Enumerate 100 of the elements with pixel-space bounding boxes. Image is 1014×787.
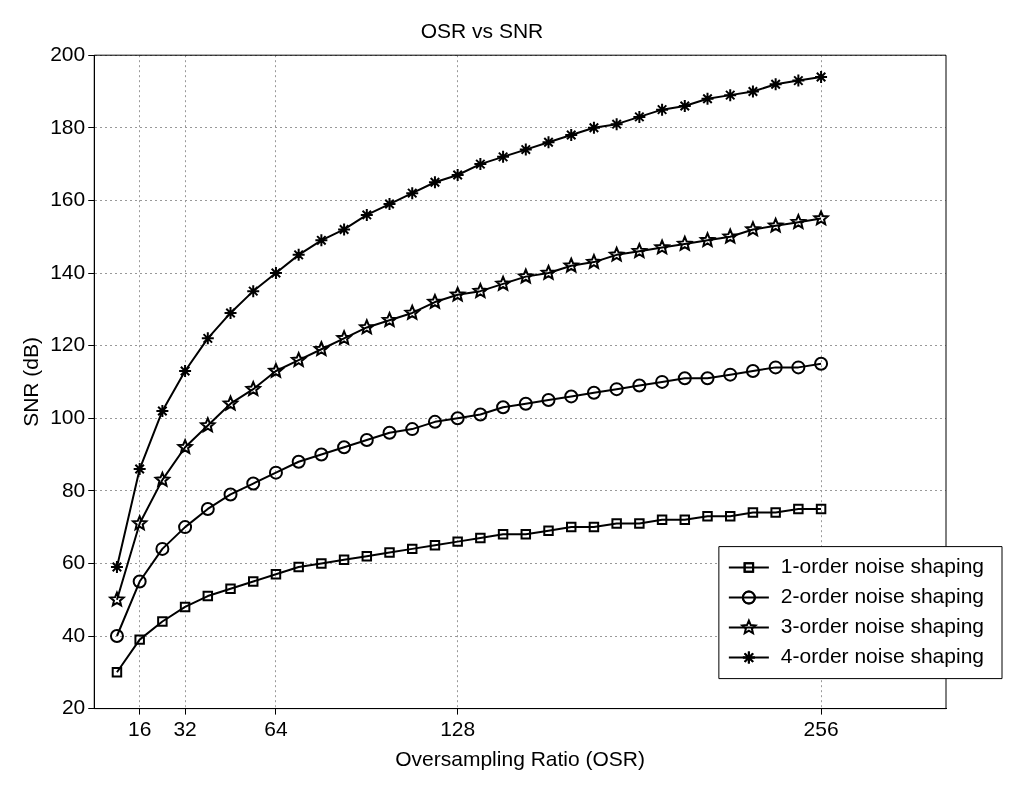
point bbox=[813, 210, 829, 226]
point bbox=[359, 207, 374, 222]
point bbox=[314, 233, 329, 248]
y-tick-label: 180 bbox=[50, 114, 86, 138]
point bbox=[291, 352, 307, 367]
point bbox=[155, 403, 170, 418]
point bbox=[245, 381, 261, 396]
x-tick-label: 32 bbox=[173, 717, 197, 740]
point bbox=[768, 77, 783, 92]
point bbox=[497, 529, 509, 540]
point bbox=[722, 228, 738, 244]
x-tick-label: 64 bbox=[264, 717, 288, 740]
point bbox=[724, 510, 736, 522]
point bbox=[427, 294, 443, 309]
y-tick-label: 120 bbox=[50, 332, 86, 356]
legend-label: 3-order noise shaping bbox=[780, 614, 985, 638]
chart-title: OSR vs SNR bbox=[420, 19, 544, 43]
y-axis-title: SNR (dB) bbox=[19, 336, 43, 427]
point bbox=[246, 476, 261, 491]
point bbox=[767, 217, 784, 233]
point bbox=[134, 634, 145, 645]
point bbox=[496, 149, 511, 164]
point bbox=[178, 520, 193, 535]
point bbox=[450, 167, 465, 182]
point bbox=[543, 525, 554, 536]
point bbox=[745, 364, 760, 379]
y-tick-label: 140 bbox=[50, 259, 86, 283]
point bbox=[745, 221, 761, 237]
point bbox=[518, 142, 533, 157]
x-tick-label: 128 bbox=[440, 717, 476, 740]
x-tick-label: 256 bbox=[803, 717, 839, 740]
point bbox=[291, 247, 306, 262]
y-tick-label: 160 bbox=[50, 187, 86, 211]
point bbox=[770, 507, 781, 518]
point bbox=[382, 197, 397, 212]
point bbox=[702, 510, 713, 522]
point bbox=[791, 360, 806, 375]
point bbox=[200, 417, 216, 433]
point bbox=[132, 515, 148, 531]
point bbox=[814, 356, 829, 371]
point bbox=[768, 360, 783, 375]
point bbox=[634, 518, 645, 529]
point bbox=[450, 411, 465, 426]
y-tick-label: 60 bbox=[61, 550, 86, 574]
point bbox=[450, 286, 466, 302]
point bbox=[793, 503, 804, 515]
point bbox=[154, 471, 171, 487]
y-tick-label: 100 bbox=[50, 405, 86, 428]
point bbox=[338, 554, 350, 566]
point bbox=[611, 518, 622, 529]
point bbox=[268, 465, 283, 480]
point bbox=[699, 232, 716, 247]
point bbox=[382, 425, 397, 440]
point bbox=[677, 371, 692, 386]
point bbox=[314, 447, 329, 462]
point bbox=[359, 319, 375, 335]
y-tick-label: 80 bbox=[61, 477, 86, 501]
point bbox=[200, 331, 215, 346]
point bbox=[608, 246, 625, 262]
point bbox=[109, 591, 125, 607]
point bbox=[246, 284, 261, 299]
point bbox=[337, 222, 352, 237]
point bbox=[384, 547, 395, 558]
point bbox=[404, 304, 420, 320]
x-axis-title: Oversampling Ratio (OSR) bbox=[395, 747, 645, 771]
point bbox=[405, 422, 420, 437]
point bbox=[565, 521, 577, 533]
point bbox=[132, 462, 147, 477]
point bbox=[406, 543, 418, 555]
point bbox=[155, 541, 170, 556]
point bbox=[427, 175, 442, 190]
legend-label: 1-order noise shaping bbox=[780, 554, 985, 578]
point bbox=[202, 590, 214, 602]
point bbox=[223, 487, 238, 502]
point bbox=[518, 268, 534, 284]
point bbox=[700, 371, 715, 386]
point bbox=[723, 88, 738, 103]
point bbox=[270, 569, 282, 580]
point bbox=[790, 214, 807, 229]
point bbox=[291, 454, 306, 469]
point bbox=[109, 560, 124, 575]
point bbox=[679, 514, 691, 526]
y-tick-label: 40 bbox=[61, 622, 86, 646]
point bbox=[518, 396, 533, 411]
point bbox=[359, 432, 374, 447]
point bbox=[222, 395, 239, 411]
point bbox=[268, 363, 284, 378]
point bbox=[564, 389, 579, 404]
point bbox=[541, 135, 556, 150]
point bbox=[495, 275, 511, 291]
point bbox=[631, 243, 648, 258]
x-tick-label: 16 bbox=[127, 717, 152, 740]
point bbox=[655, 374, 670, 389]
point bbox=[540, 265, 557, 280]
point bbox=[427, 414, 442, 429]
point bbox=[564, 128, 579, 143]
point bbox=[473, 157, 488, 172]
legend-label: 4-order noise shaping bbox=[780, 644, 985, 668]
point bbox=[814, 69, 829, 84]
point bbox=[178, 364, 193, 379]
